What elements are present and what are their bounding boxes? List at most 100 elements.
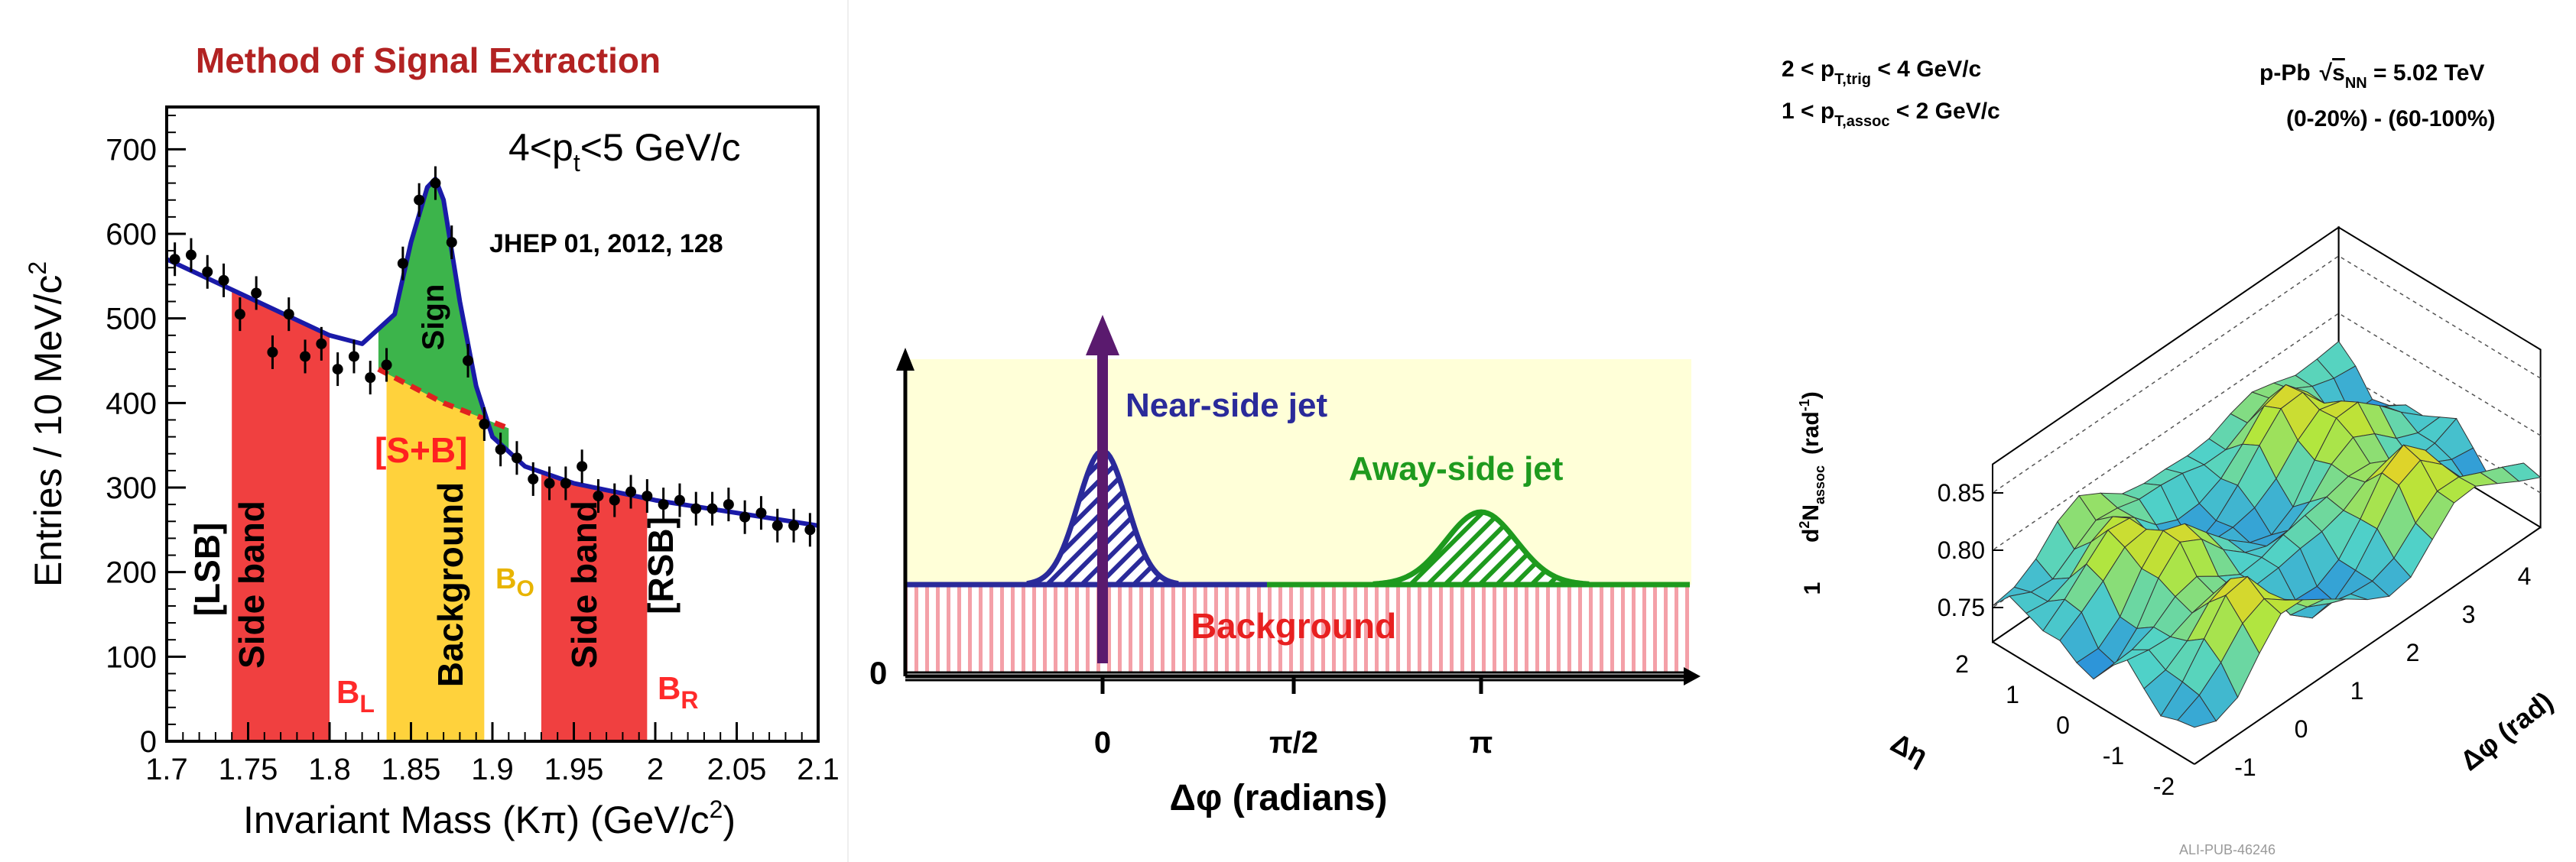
data-point (690, 503, 702, 514)
x-axis-label: Δφ (radians) (1170, 778, 1388, 818)
panel-divider (847, 0, 849, 862)
data-point (283, 309, 294, 320)
data-point (772, 520, 783, 531)
eta-tick-label: 0 (2056, 711, 2070, 739)
data-point (365, 372, 376, 384)
data-point (430, 177, 441, 189)
svg-text:d2Nassoc(rad-1): d2Nassoc(rad-1) (1797, 391, 1827, 543)
b-zero-label: BO (495, 563, 534, 601)
surface-cell (2177, 694, 2217, 728)
correlation-surface-chart: 2 < pT,trig < 4 GeV/c 1 < pT,assoc < 2 G… (1782, 57, 2559, 857)
data-point (528, 473, 539, 484)
data-point (723, 499, 734, 510)
assoc-pt-label: 1 < pT,assoc < 2 GeV/c (1782, 99, 2000, 130)
data-point (446, 237, 457, 248)
trigger-pt-label: 2 < pT,trig < 4 GeV/c (1782, 57, 1981, 88)
eta-tick-label: -1 (2103, 742, 2124, 770)
zero-label: 0 (869, 655, 887, 691)
data-point (577, 461, 588, 472)
z-tick-label: 0.75 (1938, 594, 1985, 621)
watermark: ALI-PUB-46246 (2179, 842, 2276, 857)
data-point (609, 494, 620, 506)
plot-area (165, 166, 819, 741)
data-point (316, 338, 327, 349)
data-point (463, 355, 474, 366)
x-axis-label: Invariant Mass (Kπ) (GeV/c2) (243, 796, 736, 841)
data-point (625, 486, 637, 497)
phi-tick-label: 0 (2295, 715, 2308, 743)
z-gridline (1992, 255, 2541, 494)
phi-tick-label: -1 (2234, 753, 2256, 781)
x-tick-label: 2.1 (797, 753, 840, 786)
data-point (495, 444, 506, 455)
phi-tick-label: 1 (2350, 677, 2364, 705)
band-0 (232, 290, 330, 741)
y-tick-label: 200 (106, 556, 157, 590)
x-tick-label: 1.75 (219, 753, 278, 786)
y-tick-label: 600 (106, 218, 157, 251)
reference-label: JHEP 01, 2012, 128 (489, 229, 723, 258)
background-label: Background (1191, 606, 1396, 646)
x-tick-label-0: 0 (1094, 726, 1111, 760)
z-tick-label: 0.80 (1938, 536, 1985, 564)
band-2 (541, 472, 648, 741)
collision-system-label: p-Pb √sNN = 5.02 TeV (2259, 60, 2484, 92)
data-point (218, 274, 229, 286)
data-point (804, 524, 816, 536)
data-point (234, 309, 245, 320)
chart-title: Method of Signal Extraction (196, 41, 661, 80)
side-band-right-label: Side band (564, 501, 604, 669)
data-point (414, 194, 425, 206)
data-point (739, 511, 751, 523)
data-point (332, 364, 343, 375)
data-point (755, 507, 767, 519)
s-plus-b-label: [S+B] (375, 430, 467, 470)
y-axis-label: Entries / 10 MeV/c2 (24, 261, 70, 587)
data-point (267, 346, 278, 358)
x-tick-label: 1.8 (308, 753, 351, 786)
x-tick-label: 1.7 (145, 753, 188, 786)
y-axis-arrow (896, 348, 914, 371)
front-axis-eta (1992, 641, 2195, 765)
axis-ticks: 1.7 1.75 1.8 1.85 1.9 1.95 2 2.05 2.1 0 100 200 300 4… (106, 115, 840, 786)
eta-tick-label: -2 (2153, 773, 2175, 800)
x-tick-label: 1.95 (544, 753, 604, 786)
data-point (560, 478, 571, 489)
surface-mesh (1992, 340, 2542, 728)
data-point (479, 419, 490, 429)
x-tick-label-pi-half: π/2 (1269, 726, 1318, 760)
pt-range-label: 4<pt<5 GeV/c (508, 126, 741, 177)
x-tick-label: 1.9 (471, 753, 514, 786)
data-point (642, 491, 653, 502)
data-point (674, 494, 685, 506)
data-point (511, 452, 522, 464)
data-point (185, 249, 197, 261)
data-point (593, 491, 604, 502)
y-tick-label: 100 (106, 640, 157, 674)
band-1 (386, 371, 485, 741)
dphi-diagram: 0 π/2 π 0 Near-side jet Away-side jet Ba… (869, 315, 1701, 818)
rsb-label: [RSB] (641, 517, 681, 614)
phi-tick-label: 3 (2462, 601, 2476, 628)
eta-axis-label: Δη (1886, 727, 1933, 772)
data-point (707, 503, 718, 514)
phi-axis-label: Δφ (rad) (2454, 685, 2559, 777)
away-side-label: Away-side jet (1349, 450, 1564, 488)
y-tick-label: 500 (106, 303, 157, 336)
z-tick-label: 0.85 (1938, 479, 1985, 507)
eta-tick-label: 2 (1955, 650, 1969, 678)
data-point (381, 359, 392, 371)
x-tick-label: 2.05 (707, 753, 767, 786)
eta-tick-label: 1 (2006, 681, 2019, 708)
centrality-label: (0-20%) - (60-100%) (2286, 106, 2495, 131)
data-point (202, 266, 213, 277)
y-tick-label: 400 (106, 387, 157, 420)
y-tick-label: 300 (106, 472, 157, 505)
phi-tick-label: 4 (2518, 562, 2532, 590)
surface-ticks: 0.75 0.80 0.85 -2 -1 0 1 2 -1 0 1 2 3 4 (1938, 479, 2532, 800)
lsb-label: [LSB] (187, 523, 227, 617)
signal-extraction-chart: Method of Signal Extraction 1.7 1.75 1.8 1.… (24, 41, 840, 841)
background-region (904, 585, 1691, 672)
data-point (544, 478, 555, 489)
z-gridline (1992, 313, 2541, 551)
